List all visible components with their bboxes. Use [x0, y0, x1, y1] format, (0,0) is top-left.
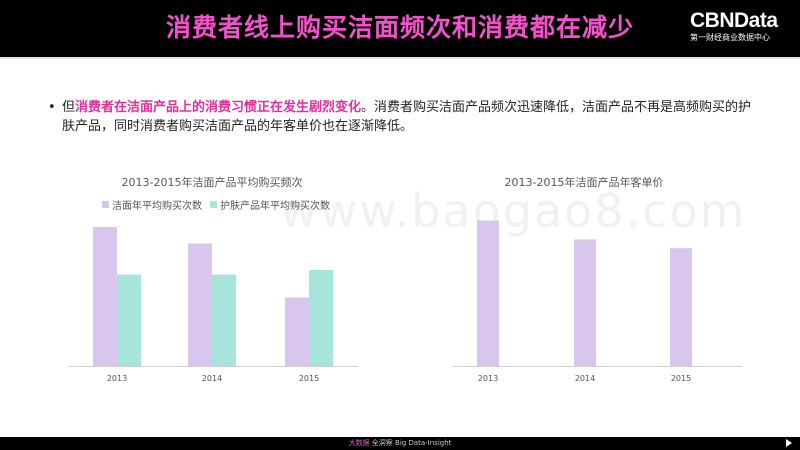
chart2-x-tick-label: 2013 — [478, 374, 498, 383]
chart2-x-tick-label: 2015 — [671, 374, 691, 383]
chart1-title: 2013-2015年洁面产品平均购买频次 — [121, 176, 303, 189]
next-arrow-icon[interactable] — [786, 439, 792, 447]
page-title: 消费者线上购买洁面频次和消费都在减少 — [165, 13, 634, 42]
watermark: www.baogao8.com — [280, 184, 747, 238]
bullet-dot-icon: • — [48, 100, 56, 115]
legend-label-series2: 护肤产品年平均购买次数 — [220, 201, 330, 212]
chart2-x-tick-label: 2014 — [575, 374, 595, 383]
chart1-x-tick-label: 2015 — [299, 374, 319, 383]
logo-main-text: CBNData — [690, 9, 778, 32]
chart1-bar-2013-s1 — [93, 227, 117, 366]
bullet-paragraph: • 但消费者在洁面产品上的消费习惯正在发生剧烈变化。消费者购买洁面产品频次迅速降… — [48, 98, 752, 136]
brand-logo: CBNData 第一财经商业数据中心 — [690, 10, 782, 43]
footer-text: 大数据 全洞察 Big Data-Insight — [0, 437, 800, 450]
chart1-bar-2013-s2 — [117, 274, 141, 366]
chart1-bar-2014-s2 — [212, 274, 236, 366]
legend-item-series1: 洁面年平均购买次数 — [102, 197, 202, 212]
chart2-title: 2013-2015年洁面产品年客单价 — [504, 176, 664, 189]
header-divider — [0, 57, 800, 59]
chart1-x-tick-label: 2013 — [107, 374, 127, 383]
header-bar: 消费者线上购买洁面频次和消费都在减少 CBNData 第一财经商业数据中心 — [0, 0, 800, 57]
bullet-prefix: 但 — [62, 100, 76, 115]
footer-pink-text: 大数据 — [348, 439, 370, 447]
footer-bar: 大数据 全洞察 Big Data-Insight — [0, 437, 800, 450]
legend-swatch-series1 — [102, 201, 109, 208]
chart1-bar-2014-s1 — [188, 243, 212, 366]
chart2-bar-2015-s1 — [670, 248, 692, 366]
legend-swatch-series2 — [210, 201, 217, 208]
legend-item-series2: 护肤产品年平均购买次数 — [210, 197, 330, 212]
chart1-x-tick-label: 2014 — [202, 374, 222, 383]
chart2-bar-2014-s1 — [574, 239, 596, 366]
chart1-bar-2015-s2 — [309, 270, 333, 366]
logo-sub-text: 第一财经商业数据中心 — [690, 33, 770, 42]
bullet-highlight: 消费者在洁面产品上的消费习惯正在发生剧烈变化 — [75, 100, 362, 115]
bullet-rest: 。消费者购买洁面产品频次迅速降低，洁面产品不再是高频购买的护肤产品，同时消费者购… — [62, 100, 752, 134]
chart1-legend: 洁面年平均购买次数 护肤产品年平均购买次数 — [102, 197, 338, 212]
chart1-bar-2015-s1 — [285, 297, 309, 366]
footer-rest-text: 全洞察 Big Data-Insight — [369, 439, 452, 447]
chart2-bar-2013-s1 — [477, 220, 499, 366]
legend-label-series1: 洁面年平均购买次数 — [112, 201, 202, 212]
